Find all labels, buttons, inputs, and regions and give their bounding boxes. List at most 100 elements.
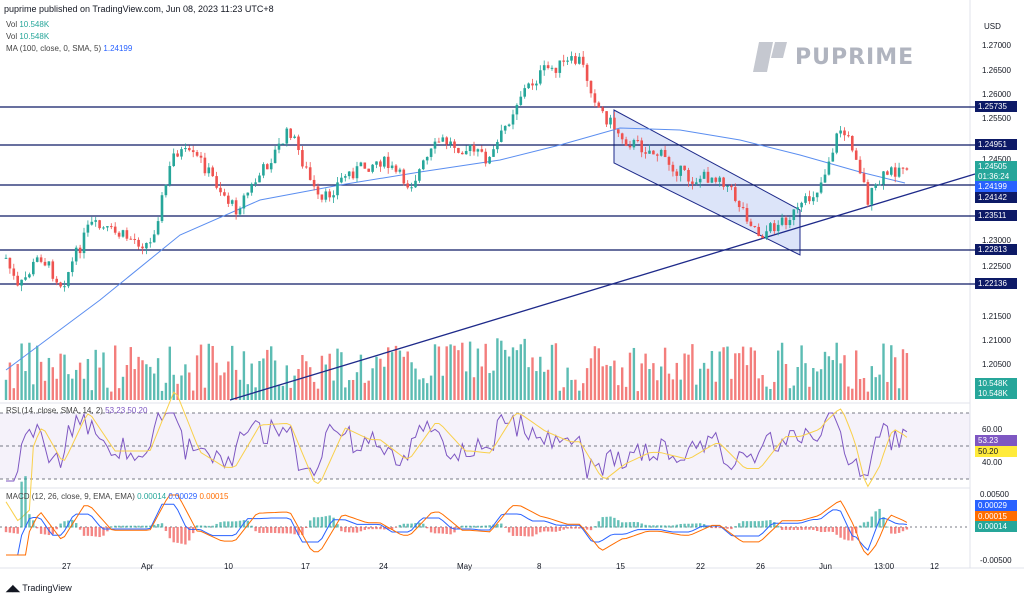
volume-bar xyxy=(511,347,515,400)
candle-body xyxy=(515,104,519,115)
candle-body xyxy=(870,187,874,205)
volume-bar xyxy=(215,362,218,400)
horizontal-levels xyxy=(0,106,975,285)
volume-bar xyxy=(539,356,542,400)
candle-body xyxy=(191,150,195,153)
macd-hist-bar xyxy=(254,527,257,532)
macd-hist-bar xyxy=(663,525,667,528)
volume-bar xyxy=(585,368,589,400)
volume-bar xyxy=(238,379,242,400)
volume-bar xyxy=(59,353,62,400)
rsi-tag: 53.23 xyxy=(975,435,1017,446)
volume-bar xyxy=(886,381,889,400)
volume-bar xyxy=(550,344,554,400)
legend-vol1[interactable]: Vol 10.548K xyxy=(6,20,49,29)
candle-body xyxy=(683,165,686,170)
macd-hist-bar xyxy=(176,527,179,543)
rsi-ma-line xyxy=(5,391,908,522)
volume-bar xyxy=(363,382,366,400)
legend-ma[interactable]: MA (100, close, 0, SMA, 5) 1.24199 xyxy=(6,44,132,53)
candle-body xyxy=(464,151,468,155)
volume-bar xyxy=(593,346,597,400)
candle-body xyxy=(737,200,741,208)
candle-body xyxy=(67,272,70,287)
macd-hist-bar xyxy=(562,527,565,530)
candle-body xyxy=(613,117,616,130)
candle-body xyxy=(878,184,881,186)
volume-bar xyxy=(141,360,144,400)
candle-body xyxy=(726,185,729,187)
macd-hist-bar xyxy=(16,527,19,534)
volume-bar xyxy=(461,342,464,400)
tradingview-brand[interactable]: ◢◣ TradingView xyxy=(6,583,72,594)
candle-body xyxy=(472,144,476,152)
macd-tag: 0.00014 xyxy=(975,521,1017,532)
macd-hist-bar xyxy=(734,526,737,528)
macd-hist-bar xyxy=(796,527,799,530)
puprime-logo-text: PUPRIME xyxy=(795,44,915,70)
macd-hist-bar xyxy=(901,527,905,532)
volume-bar xyxy=(250,363,253,400)
time-axis-label: 12 xyxy=(930,562,939,571)
volume-bar xyxy=(199,344,203,400)
tradingview-logo-icon: ◢◣ xyxy=(6,583,20,593)
macd-hist-bar xyxy=(410,523,413,528)
macd-hist-bar xyxy=(671,525,675,528)
macd-hist-bar xyxy=(675,524,678,528)
macd-hist-bar xyxy=(531,527,534,537)
candle-body xyxy=(535,83,538,86)
volume-bar xyxy=(223,372,226,400)
macd-hist-bar xyxy=(219,522,222,528)
volume-bar xyxy=(730,378,733,400)
candle-body xyxy=(698,178,702,183)
macd-hist-bar xyxy=(266,527,269,533)
candle-body xyxy=(640,140,643,153)
macd-hist-bar xyxy=(738,523,741,528)
candle-body xyxy=(312,179,316,187)
candle-body xyxy=(734,187,737,201)
volume-bar xyxy=(480,366,483,400)
legend-macd-label: MACD (12, 26, close, 9, EMA, EMA) xyxy=(6,492,135,501)
volume-bar xyxy=(211,345,214,400)
candle-body xyxy=(761,235,764,239)
candle-body xyxy=(453,141,456,148)
candle-body xyxy=(137,239,140,247)
macd-hist-bar xyxy=(117,525,121,528)
volume-bar xyxy=(671,379,675,400)
volume-bar xyxy=(375,356,378,400)
macd-hist-bar xyxy=(894,527,897,534)
legend-macd-hist: 0.00014 xyxy=(137,492,167,501)
volume-bar xyxy=(894,357,897,400)
volume-bar xyxy=(47,357,51,400)
volume-bar xyxy=(636,391,639,400)
candle-body xyxy=(609,117,612,125)
volume-bar xyxy=(839,363,842,400)
legend-vol2[interactable]: Vol 10.548K xyxy=(6,32,49,41)
price-tag: 1.24505 xyxy=(975,161,1017,172)
candle-body xyxy=(43,261,47,266)
volume-bar xyxy=(523,338,526,400)
candle-body xyxy=(628,145,632,148)
candle-body xyxy=(644,152,647,154)
candle-body xyxy=(188,148,191,151)
macd-hist-bar xyxy=(566,527,569,529)
rsi-axis-label: 60.00 xyxy=(982,425,1003,434)
macd-hist-bar xyxy=(355,527,359,533)
candle-body xyxy=(457,147,460,153)
candle-body xyxy=(125,230,129,239)
candle-body xyxy=(827,161,831,175)
macd-hist-bar xyxy=(12,527,15,534)
volume-bar xyxy=(207,343,210,400)
macd-hist-bar xyxy=(480,525,483,528)
macd-hist-bar xyxy=(379,527,382,530)
legend-macd[interactable]: MACD (12, 26, close, 9, EMA, EMA) 0.0001… xyxy=(6,492,228,501)
macd-hist-bar xyxy=(819,527,823,533)
volume-bar xyxy=(188,372,191,400)
volume-bar xyxy=(765,386,768,400)
legend-rsi[interactable]: RSI (14, close, SMA, 14, 2) 53.23 50.20 xyxy=(6,406,147,415)
volume-bar xyxy=(437,346,441,400)
volume-bar xyxy=(710,350,714,400)
candle-body xyxy=(632,140,636,148)
macd-hist-bar xyxy=(39,527,43,534)
